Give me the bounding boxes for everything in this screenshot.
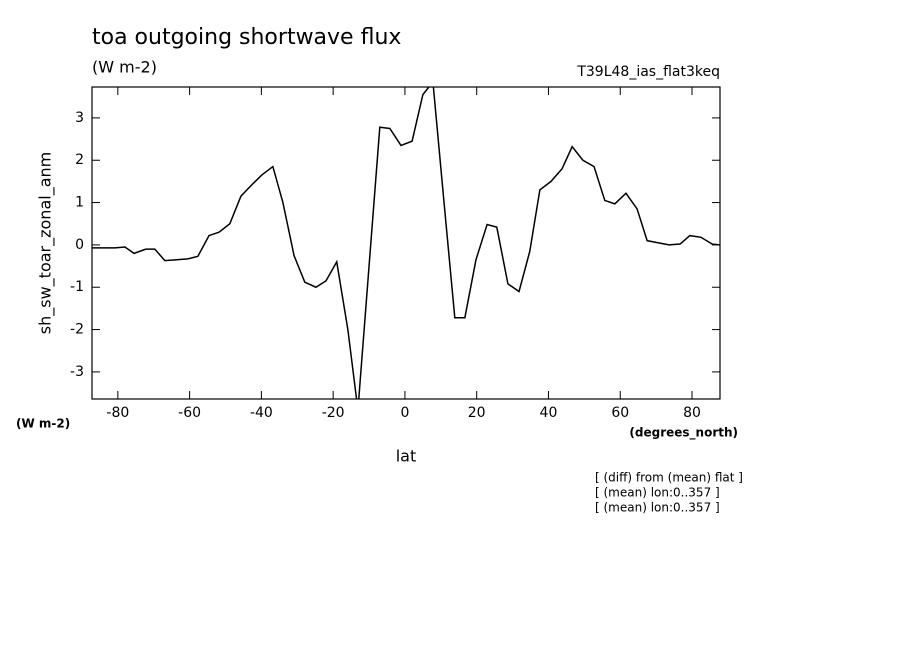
y-axis-label: sh_sw_toar_zonal_anm <box>36 152 56 334</box>
x-tick-label: -80 <box>106 405 129 421</box>
x-tick-label: 0 <box>400 405 409 421</box>
x-tick-label: -20 <box>322 405 345 421</box>
y-tick-label: -3 <box>70 364 84 380</box>
chart-subtitle: (W m-2) <box>92 58 157 77</box>
y-tick-label: 1 <box>75 195 84 211</box>
line <box>92 87 720 399</box>
run-label: T39L48_ias_flat3keq <box>576 64 720 80</box>
note: [ (mean) lon:0..357 ] <box>595 486 720 500</box>
y-tick-label: -2 <box>70 322 84 338</box>
note: [ (diff) from (mean) flat ] <box>595 471 743 485</box>
note: [ (mean) lon:0..357 ] <box>595 501 720 515</box>
x-tick-label: -60 <box>178 405 201 421</box>
x-tick-label: 20 <box>468 405 486 421</box>
y-tick-label: -1 <box>70 279 84 295</box>
x-axis-label: lat <box>396 447 417 466</box>
x-tick-label: 40 <box>540 405 558 421</box>
x-tick-label: -40 <box>250 405 273 421</box>
x-axis-units: (degrees_north) <box>629 426 738 441</box>
y-axis-units: (W m-2) <box>16 417 70 431</box>
y-tick-label: 3 <box>75 110 84 126</box>
x-tick-label: 80 <box>683 405 701 421</box>
x-tick-label: 60 <box>611 405 629 421</box>
y-tick-label: 2 <box>75 152 84 168</box>
y-tick-label: 0 <box>75 237 84 253</box>
chart-title: toa outgoing shortwave flux <box>92 25 401 50</box>
plot-frame <box>91 86 721 400</box>
